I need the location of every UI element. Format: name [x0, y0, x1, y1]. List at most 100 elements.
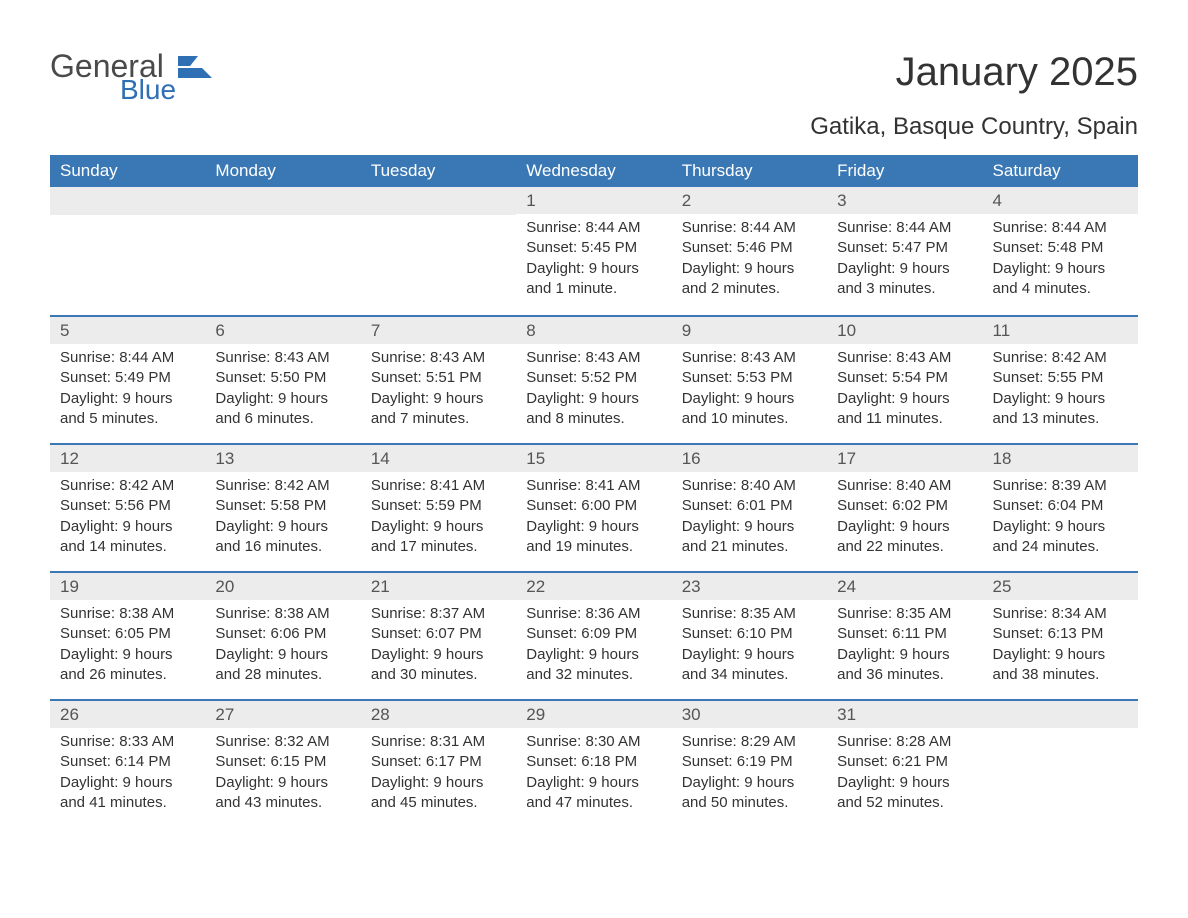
day-content: Sunrise: 8:44 AMSunset: 5:46 PMDaylight:…	[672, 214, 827, 309]
daylight-line: Daylight: 9 hours and 22 minutes.	[837, 517, 972, 558]
day-content: Sunrise: 8:42 AMSunset: 5:56 PMDaylight:…	[50, 472, 205, 567]
calendar-cell: 24Sunrise: 8:35 AMSunset: 6:11 PMDayligh…	[827, 571, 982, 699]
weekday-header: Friday	[827, 155, 982, 187]
sunset-line: Sunset: 5:50 PM	[215, 368, 350, 388]
sunset-line: Sunset: 6:05 PM	[60, 624, 195, 644]
daylight-line: Daylight: 9 hours and 32 minutes.	[526, 645, 661, 686]
calendar-cell: 5Sunrise: 8:44 AMSunset: 5:49 PMDaylight…	[50, 315, 205, 443]
sunset-line: Sunset: 6:02 PM	[837, 496, 972, 516]
day-content: Sunrise: 8:38 AMSunset: 6:06 PMDaylight:…	[205, 600, 360, 695]
daylight-line: Daylight: 9 hours and 36 minutes.	[837, 645, 972, 686]
calendar-week-row: 26Sunrise: 8:33 AMSunset: 6:14 PMDayligh…	[50, 699, 1138, 827]
daylight-line: Daylight: 9 hours and 30 minutes.	[371, 645, 506, 686]
daylight-line: Daylight: 9 hours and 28 minutes.	[215, 645, 350, 686]
day-number: 14	[361, 443, 516, 472]
day-content: Sunrise: 8:43 AMSunset: 5:52 PMDaylight:…	[516, 344, 671, 439]
calendar-cell: 21Sunrise: 8:37 AMSunset: 6:07 PMDayligh…	[361, 571, 516, 699]
daylight-line: Daylight: 9 hours and 19 minutes.	[526, 517, 661, 558]
sunset-line: Sunset: 5:52 PM	[526, 368, 661, 388]
calendar-week-row: 19Sunrise: 8:38 AMSunset: 6:05 PMDayligh…	[50, 571, 1138, 699]
day-content: Sunrise: 8:36 AMSunset: 6:09 PMDaylight:…	[516, 600, 671, 695]
day-number: 15	[516, 443, 671, 472]
sunrise-line: Sunrise: 8:30 AM	[526, 732, 661, 752]
day-number: 19	[50, 571, 205, 600]
day-number: 31	[827, 699, 982, 728]
sunrise-line: Sunrise: 8:41 AM	[526, 476, 661, 496]
calendar-cell: 1Sunrise: 8:44 AMSunset: 5:45 PMDaylight…	[516, 187, 671, 315]
day-number: 16	[672, 443, 827, 472]
empty-day-bar	[983, 699, 1138, 728]
calendar-cell: 11Sunrise: 8:42 AMSunset: 5:55 PMDayligh…	[983, 315, 1138, 443]
sunrise-line: Sunrise: 8:42 AM	[215, 476, 350, 496]
day-number: 13	[205, 443, 360, 472]
sunrise-line: Sunrise: 8:31 AM	[371, 732, 506, 752]
day-number: 3	[827, 187, 982, 214]
calendar-cell: 31Sunrise: 8:28 AMSunset: 6:21 PMDayligh…	[827, 699, 982, 827]
daylight-line: Daylight: 9 hours and 45 minutes.	[371, 773, 506, 814]
sunset-line: Sunset: 5:51 PM	[371, 368, 506, 388]
day-content: Sunrise: 8:42 AMSunset: 5:58 PMDaylight:…	[205, 472, 360, 567]
sunset-line: Sunset: 5:53 PM	[682, 368, 817, 388]
day-content: Sunrise: 8:41 AMSunset: 5:59 PMDaylight:…	[361, 472, 516, 567]
daylight-line: Daylight: 9 hours and 38 minutes.	[993, 645, 1128, 686]
sunrise-line: Sunrise: 8:43 AM	[837, 348, 972, 368]
daylight-line: Daylight: 9 hours and 50 minutes.	[682, 773, 817, 814]
day-number: 24	[827, 571, 982, 600]
calendar-cell: 29Sunrise: 8:30 AMSunset: 6:18 PMDayligh…	[516, 699, 671, 827]
day-content: Sunrise: 8:34 AMSunset: 6:13 PMDaylight:…	[983, 600, 1138, 695]
daylight-line: Daylight: 9 hours and 21 minutes.	[682, 517, 817, 558]
brand-text: General Blue	[50, 50, 176, 104]
sunrise-line: Sunrise: 8:42 AM	[993, 348, 1128, 368]
day-content: Sunrise: 8:35 AMSunset: 6:11 PMDaylight:…	[827, 600, 982, 695]
sunset-line: Sunset: 5:46 PM	[682, 238, 817, 258]
sunset-line: Sunset: 5:48 PM	[993, 238, 1128, 258]
sunset-line: Sunset: 5:59 PM	[371, 496, 506, 516]
calendar-cell: 2Sunrise: 8:44 AMSunset: 5:46 PMDaylight…	[672, 187, 827, 315]
day-number: 6	[205, 315, 360, 344]
daylight-line: Daylight: 9 hours and 11 minutes.	[837, 389, 972, 430]
day-content: Sunrise: 8:41 AMSunset: 6:00 PMDaylight:…	[516, 472, 671, 567]
day-content: Sunrise: 8:42 AMSunset: 5:55 PMDaylight:…	[983, 344, 1138, 439]
sunrise-line: Sunrise: 8:43 AM	[526, 348, 661, 368]
calendar-cell: 7Sunrise: 8:43 AMSunset: 5:51 PMDaylight…	[361, 315, 516, 443]
daylight-line: Daylight: 9 hours and 3 minutes.	[837, 259, 972, 300]
calendar-cell: 19Sunrise: 8:38 AMSunset: 6:05 PMDayligh…	[50, 571, 205, 699]
sunrise-line: Sunrise: 8:43 AM	[371, 348, 506, 368]
day-number: 4	[983, 187, 1138, 214]
sunrise-line: Sunrise: 8:42 AM	[60, 476, 195, 496]
day-content: Sunrise: 8:29 AMSunset: 6:19 PMDaylight:…	[672, 728, 827, 823]
flag-icon	[178, 56, 212, 87]
calendar-cell	[361, 187, 516, 315]
day-content: Sunrise: 8:43 AMSunset: 5:54 PMDaylight:…	[827, 344, 982, 439]
calendar-cell: 20Sunrise: 8:38 AMSunset: 6:06 PMDayligh…	[205, 571, 360, 699]
calendar-cell: 8Sunrise: 8:43 AMSunset: 5:52 PMDaylight…	[516, 315, 671, 443]
day-number: 29	[516, 699, 671, 728]
weekday-header: Sunday	[50, 155, 205, 187]
sunset-line: Sunset: 6:06 PM	[215, 624, 350, 644]
brand-word2: Blue	[120, 76, 176, 104]
calendar-cell: 4Sunrise: 8:44 AMSunset: 5:48 PMDaylight…	[983, 187, 1138, 315]
day-content: Sunrise: 8:39 AMSunset: 6:04 PMDaylight:…	[983, 472, 1138, 567]
day-content: Sunrise: 8:44 AMSunset: 5:45 PMDaylight:…	[516, 214, 671, 309]
sunset-line: Sunset: 5:45 PM	[526, 238, 661, 258]
daylight-line: Daylight: 9 hours and 24 minutes.	[993, 517, 1128, 558]
day-number: 22	[516, 571, 671, 600]
day-content: Sunrise: 8:37 AMSunset: 6:07 PMDaylight:…	[361, 600, 516, 695]
sunrise-line: Sunrise: 8:41 AM	[371, 476, 506, 496]
sunrise-line: Sunrise: 8:43 AM	[215, 348, 350, 368]
sunset-line: Sunset: 6:19 PM	[682, 752, 817, 772]
day-content: Sunrise: 8:43 AMSunset: 5:53 PMDaylight:…	[672, 344, 827, 439]
location-subtitle: Gatika, Basque Country, Spain	[810, 113, 1138, 141]
day-number: 8	[516, 315, 671, 344]
daylight-line: Daylight: 9 hours and 10 minutes.	[682, 389, 817, 430]
day-content: Sunrise: 8:31 AMSunset: 6:17 PMDaylight:…	[361, 728, 516, 823]
weekday-header-row: Sunday Monday Tuesday Wednesday Thursday…	[50, 155, 1138, 187]
daylight-line: Daylight: 9 hours and 17 minutes.	[371, 517, 506, 558]
day-number: 11	[983, 315, 1138, 344]
calendar-cell: 23Sunrise: 8:35 AMSunset: 6:10 PMDayligh…	[672, 571, 827, 699]
sunset-line: Sunset: 6:15 PM	[215, 752, 350, 772]
day-number: 2	[672, 187, 827, 214]
calendar-cell: 17Sunrise: 8:40 AMSunset: 6:02 PMDayligh…	[827, 443, 982, 571]
weekday-header: Thursday	[672, 155, 827, 187]
day-number: 18	[983, 443, 1138, 472]
